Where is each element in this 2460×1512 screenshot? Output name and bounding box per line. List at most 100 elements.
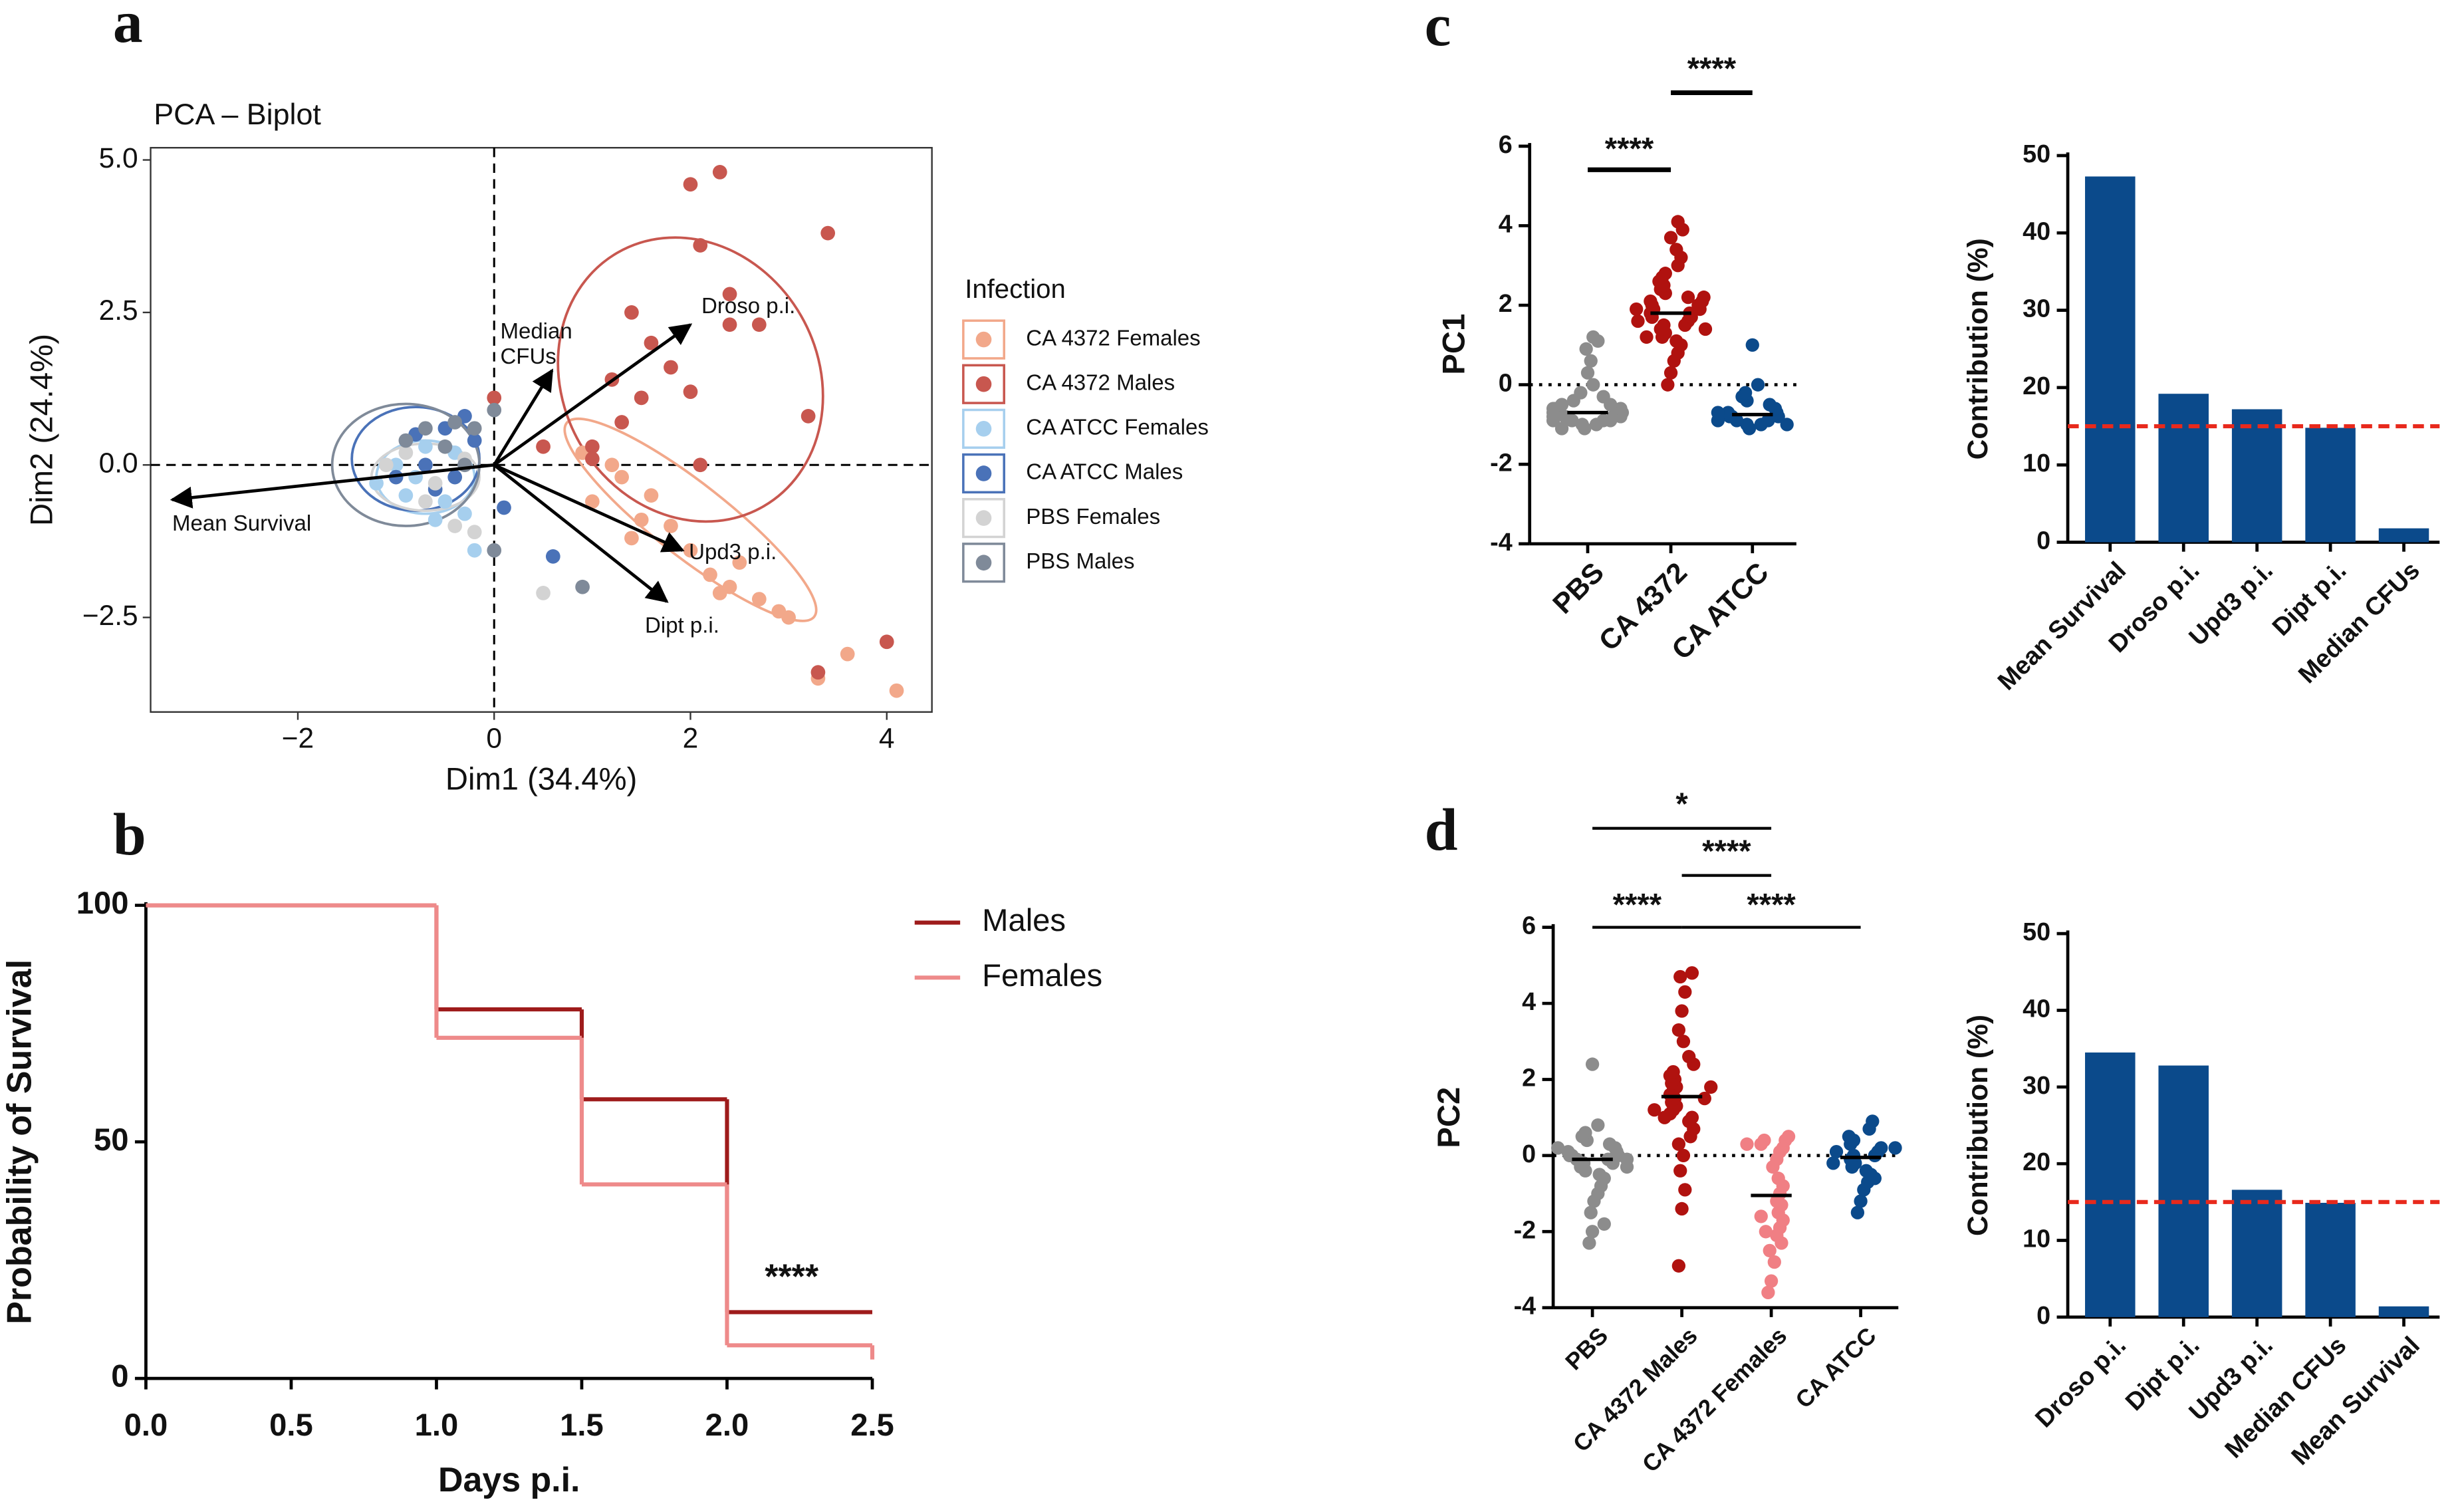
arrow-label: Droso p.i.	[701, 294, 795, 318]
point	[1669, 334, 1683, 348]
point	[604, 457, 620, 473]
point	[1579, 342, 1593, 356]
point	[1578, 1126, 1592, 1140]
point	[820, 225, 836, 241]
point	[614, 415, 630, 430]
point	[1648, 1103, 1661, 1117]
point	[447, 469, 463, 485]
point	[1739, 386, 1753, 400]
legend-marker	[975, 465, 992, 481]
bar	[2158, 394, 2209, 543]
y-tick-label: 6	[1522, 912, 1536, 940]
y-tick-label: 0	[111, 1359, 128, 1394]
point	[1666, 1065, 1680, 1079]
point	[1671, 1023, 1686, 1037]
point	[428, 512, 443, 527]
point	[1754, 1209, 1768, 1223]
point	[1767, 1255, 1781, 1269]
point	[487, 543, 502, 558]
legend-label: CA 4372 Females	[1026, 326, 1200, 350]
point	[634, 390, 649, 406]
point	[1614, 402, 1628, 416]
point	[644, 335, 659, 350]
point	[437, 439, 453, 454]
point	[889, 683, 904, 698]
point	[722, 317, 737, 332]
point	[398, 433, 414, 448]
bar	[2085, 176, 2136, 543]
point	[1673, 969, 1687, 984]
y-tick-label: 2.5	[99, 295, 138, 326]
point	[624, 531, 639, 546]
x-tick-label: Mean Survival	[2286, 1331, 2425, 1470]
point	[418, 421, 433, 436]
point	[634, 512, 649, 527]
x-tick-label: 2.5	[850, 1408, 894, 1443]
legend-marker	[975, 510, 992, 526]
point	[800, 408, 816, 424]
point	[1829, 1144, 1844, 1159]
point	[1678, 1183, 1692, 1197]
y-tick-label: 40	[2023, 217, 2050, 245]
point	[467, 543, 482, 558]
point	[732, 555, 747, 570]
point	[1584, 1205, 1598, 1219]
point	[1602, 1137, 1617, 1151]
y-tick-label: -4	[1490, 529, 1513, 557]
bar	[2378, 528, 2429, 543]
point	[1591, 1118, 1605, 1132]
bar	[2231, 409, 2282, 543]
point	[1757, 1133, 1771, 1148]
point	[1669, 243, 1683, 257]
confidence-ellipse	[556, 236, 824, 523]
point	[1868, 1172, 1882, 1186]
point	[1866, 1114, 1880, 1128]
point	[840, 646, 855, 662]
y-tick-label: 4	[1499, 210, 1513, 238]
point	[1671, 1259, 1686, 1273]
y-tick-label: 0	[2036, 1302, 2050, 1330]
point	[1759, 1225, 1773, 1239]
point	[1676, 1148, 1691, 1163]
point	[1763, 1243, 1777, 1258]
point	[428, 475, 443, 491]
x-tick-label: 0.0	[124, 1408, 168, 1443]
point	[1740, 418, 1754, 432]
point	[1697, 290, 1711, 305]
point	[1675, 1201, 1689, 1216]
legend-title: Infection	[965, 274, 1066, 304]
point	[1582, 1236, 1596, 1250]
legend-label: Females	[982, 958, 1102, 993]
point	[1574, 386, 1588, 400]
point	[536, 586, 551, 600]
point	[1698, 322, 1713, 336]
point	[398, 445, 414, 460]
point	[467, 433, 482, 448]
y-axis-label: Dim2 (24.4%)	[25, 334, 60, 526]
point	[545, 549, 560, 564]
y-tick-label: 6	[1499, 131, 1513, 159]
confidence-ellipse	[330, 402, 481, 527]
point	[378, 457, 394, 473]
plot-frame	[150, 147, 933, 713]
bar	[2231, 1190, 2282, 1317]
point	[1842, 1130, 1856, 1144]
point	[614, 469, 630, 485]
legend-label: Males	[982, 903, 1066, 938]
point	[1596, 390, 1610, 404]
x-tick-label: 1.0	[415, 1408, 459, 1443]
point	[457, 506, 472, 521]
point	[447, 415, 463, 430]
y-tick-label: -2	[1514, 1216, 1537, 1244]
significance-label: ****	[1613, 887, 1662, 922]
point	[1586, 330, 1600, 344]
point	[751, 592, 767, 606]
point	[1685, 1110, 1699, 1124]
point	[1682, 1049, 1696, 1064]
x-tick-label: Mean Survival	[1993, 557, 2132, 695]
bar	[2378, 1306, 2429, 1317]
point	[418, 494, 433, 509]
y-tick-label: 50	[2023, 918, 2050, 946]
panel-letter: d	[1425, 797, 1458, 863]
panel-letter: b	[113, 802, 146, 868]
